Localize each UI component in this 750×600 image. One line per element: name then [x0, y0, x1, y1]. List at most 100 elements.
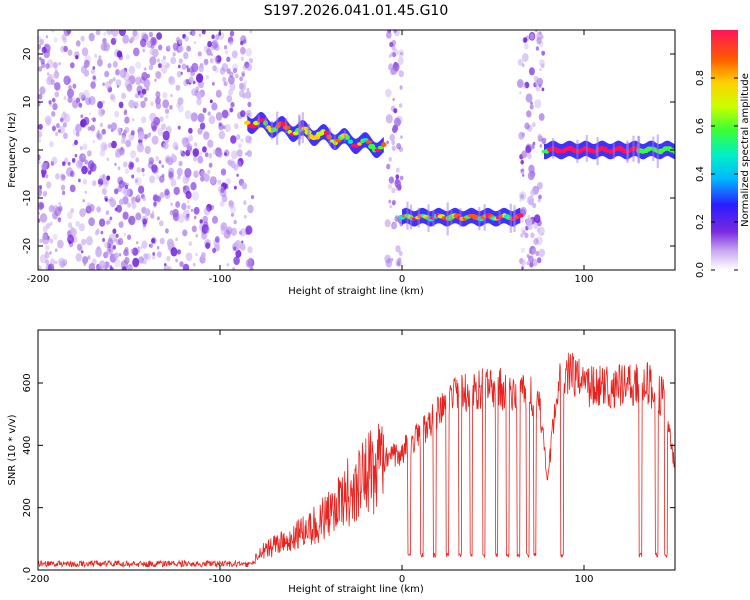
noise-blob	[240, 56, 244, 61]
noise-blob	[97, 58, 103, 67]
noise-blob	[96, 206, 101, 213]
noise-blob	[217, 179, 222, 185]
noise-blob	[81, 238, 87, 246]
noise-blob	[121, 266, 127, 270]
streak-mark	[301, 112, 304, 144]
noise-blob	[136, 194, 140, 199]
noise-blob	[119, 148, 125, 156]
noise-blob	[241, 240, 244, 244]
noise-blob	[165, 228, 169, 234]
noise-blob	[207, 111, 211, 116]
snr-series-line	[38, 352, 675, 569]
noise-blob	[522, 84, 526, 89]
noise-blob	[541, 63, 545, 69]
streak-mark	[483, 204, 486, 231]
noise-blob	[112, 228, 117, 234]
noise-blob	[39, 202, 45, 210]
noise-blob	[142, 196, 147, 202]
noise-blob	[136, 241, 139, 245]
noise-blob	[396, 143, 401, 150]
colorbar-label: Normalized spectral amplitude	[740, 73, 750, 227]
streak-mark	[612, 143, 615, 160]
noise-blob	[185, 252, 193, 261]
noise-blob	[100, 42, 108, 51]
streak-mark	[417, 207, 420, 228]
noise-blob	[207, 40, 213, 48]
noise-blob	[38, 218, 41, 223]
noise-blob	[72, 83, 77, 89]
y-tick-label: 0	[22, 147, 33, 153]
noise-blob	[530, 232, 535, 239]
noise-blob	[240, 82, 247, 92]
noise-blob	[388, 176, 395, 184]
noise-blob	[83, 262, 87, 266]
noise-blob	[155, 91, 161, 98]
noise-blob	[221, 109, 229, 119]
noise-blob	[124, 184, 129, 190]
noise-blob	[146, 73, 150, 79]
noise-blob	[392, 98, 395, 101]
noise-blob	[527, 152, 532, 160]
noise-blob	[191, 191, 199, 201]
noise-blob	[233, 256, 240, 266]
noise-blob	[212, 247, 217, 254]
noise-blob	[170, 202, 174, 206]
noise-blob	[108, 248, 112, 252]
noise-blob	[201, 224, 209, 234]
y-tick-label: 400	[22, 436, 33, 455]
noise-blob	[87, 255, 91, 260]
streak-mark	[656, 134, 659, 169]
noise-blob	[82, 178, 87, 185]
streak-mark	[552, 138, 555, 159]
noise-blob	[539, 144, 543, 148]
noise-blob	[111, 30, 119, 37]
noise-blob	[102, 100, 105, 104]
noise-blob	[57, 217, 62, 222]
noise-blob	[538, 194, 542, 200]
noise-blob	[227, 159, 232, 166]
noise-blob	[160, 58, 166, 66]
noise-blob	[158, 160, 162, 165]
noise-blob	[230, 227, 237, 236]
noise-blob	[244, 214, 247, 219]
noise-blob	[106, 175, 111, 181]
noise-blob	[231, 50, 238, 59]
noise-blob	[94, 230, 99, 236]
noise-blob	[197, 155, 204, 164]
noise-blob	[224, 152, 227, 156]
noise-blob	[188, 134, 193, 142]
noise-blob	[233, 164, 239, 171]
spectrogram-x-ticks: -200 -100 0 100	[27, 30, 594, 285]
noise-blob	[240, 46, 246, 55]
noise-blob	[151, 135, 159, 145]
noise-blob	[247, 246, 253, 254]
noise-blob	[70, 170, 75, 177]
noise-blob	[165, 114, 169, 119]
noise-blob	[38, 265, 42, 270]
noise-blob	[248, 257, 252, 262]
noise-blob	[111, 95, 117, 103]
noise-blob	[138, 185, 145, 194]
noise-blob	[122, 34, 130, 44]
streak-mark	[333, 134, 336, 150]
streak-mark	[509, 203, 512, 233]
noise-blob	[203, 172, 208, 177]
noise-blob	[181, 137, 187, 145]
noise-blob	[229, 107, 234, 113]
noise-blob	[249, 267, 253, 270]
noise-blob	[399, 175, 404, 181]
noise-blob	[234, 185, 237, 190]
noise-blob	[179, 149, 183, 154]
noise-blob	[389, 41, 394, 48]
noise-blob	[242, 39, 247, 44]
noise-blob	[55, 173, 60, 180]
noise-blob	[131, 201, 134, 205]
noise-blob	[161, 164, 164, 168]
noise-blob	[239, 228, 247, 237]
noise-blob	[66, 30, 72, 35]
noise-blob	[78, 178, 81, 183]
noise-blob	[242, 64, 247, 71]
noise-blob	[245, 225, 253, 235]
noise-blob	[391, 45, 396, 51]
